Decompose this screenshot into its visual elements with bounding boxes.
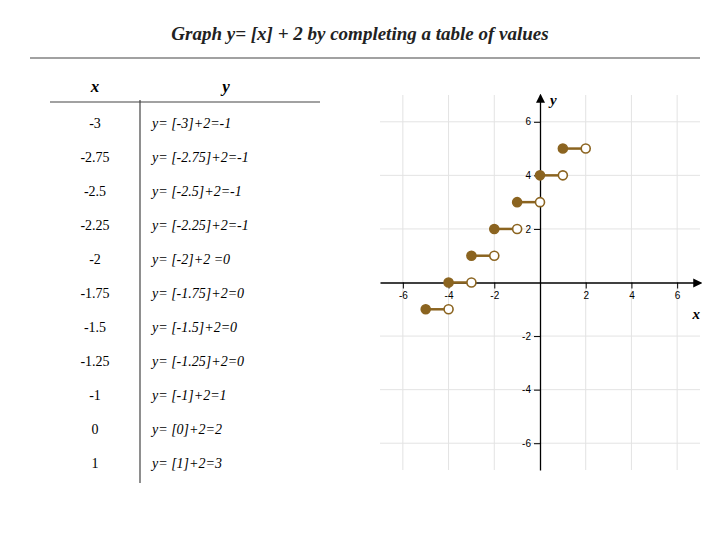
y-tick: -4 [522,384,540,395]
y-tick: 2 [525,224,540,235]
y-tick-label: 2 [525,224,531,235]
y-axis-line [540,96,541,471]
table-cell: y= [-2.75]+2=-1 [150,150,249,165]
x-tick-mark [494,283,495,289]
plot: -6-4-2246-6-4-2246xy [380,92,701,471]
table-cell: y= [-3]+2=-1 [150,116,231,131]
marks [421,144,590,314]
table-cell: -1 [89,388,101,403]
y-axis-label: y [548,92,557,108]
table-cell: -1.5 [84,320,106,335]
table-cell: y= [-2.5]+2=-1 [150,184,242,199]
x-tick-label: 6 [675,290,681,301]
y-tick-mark [534,122,540,123]
table-cell: -2.5 [84,184,106,199]
y-axis: -6 -4 -2 2 4 6 [522,96,540,471]
x-tick-label: -6 [399,290,408,301]
table-cell: y= [-1.75]+2=0 [150,286,244,301]
y-tick-mark [534,336,540,337]
x-tick-mark [586,283,587,289]
x-tick: 6 [675,283,681,301]
x-tick: -2 [490,283,499,301]
table-cell: -2.75 [80,150,109,165]
closed-dot [490,224,499,233]
table-cell: 0 [92,422,99,437]
table-cell: -1.75 [80,286,109,301]
x-tick-mark [631,283,632,289]
open-dot [490,251,499,260]
closed-dot [444,278,453,287]
table-cell: y= [1]+2=3 [150,456,222,471]
title: Graph y= [x] + 2 by completing a table o… [171,23,548,44]
chart: Graph y= [x] + 2 by completing a table o… [0,0,720,540]
table-cell: -2.25 [80,218,109,233]
y-tick: 6 [525,116,540,127]
table-cell: y= [0]+2=2 [150,422,222,437]
closed-dot [558,144,567,153]
y-tick: -6 [522,438,540,449]
table-cell: -2 [89,252,101,267]
table-cell: y= [-2.25]+2=-1 [150,218,249,233]
y-tick-mark [534,229,540,230]
table-header: x [90,77,100,96]
y-tick-label: 4 [525,170,531,181]
y-tick-label: -2 [522,331,531,342]
open-dot [467,278,476,287]
x-tick: 2 [583,283,589,301]
closed-dot [421,305,430,314]
open-dot [558,171,567,180]
closed-dot [513,198,522,207]
table-cell: -1.25 [80,354,109,369]
table-cell: -3 [89,116,101,131]
table-header: y [220,77,230,96]
y-tick-label: 6 [525,116,531,127]
x-tick-label: 4 [629,290,635,301]
y-tick-label: -6 [522,438,531,449]
closed-dot [536,171,545,180]
y-tick-label: -4 [522,384,531,395]
open-dot [444,305,453,314]
table-cell: 1 [92,456,99,471]
table-cell: y= [-1]+2=1 [150,388,227,403]
table-cell: y= [-1.25]+2=0 [150,354,244,369]
table-divider [139,100,140,483]
x-axis-label: x [692,306,701,322]
table-cell: y= [-2]+2 =0 [150,252,230,267]
table-cell: y= [-1.5]+2=0 [150,320,237,335]
x-tick-mark [677,283,678,289]
open-dot [581,144,590,153]
closed-dot [467,251,476,260]
x-tick-mark [403,283,404,289]
y-tick-mark [534,443,540,444]
x-tick-label: 2 [583,290,589,301]
grid [380,95,700,470]
y-tick: -2 [522,331,540,342]
y-tick-mark [534,390,540,391]
table-rule [50,101,320,102]
table: x y -3 y= [-3]+2=-1 -2.75 y= [-2.75]+2=-1 -2.5… [50,77,320,483]
x-tick: 4 [629,283,635,301]
open-dot [536,198,545,207]
x-tick-label: -2 [490,290,499,301]
x-tick: -6 [399,283,408,301]
x-tick-label: -4 [445,290,454,301]
open-dot [513,224,522,233]
title-rule [30,57,700,58]
